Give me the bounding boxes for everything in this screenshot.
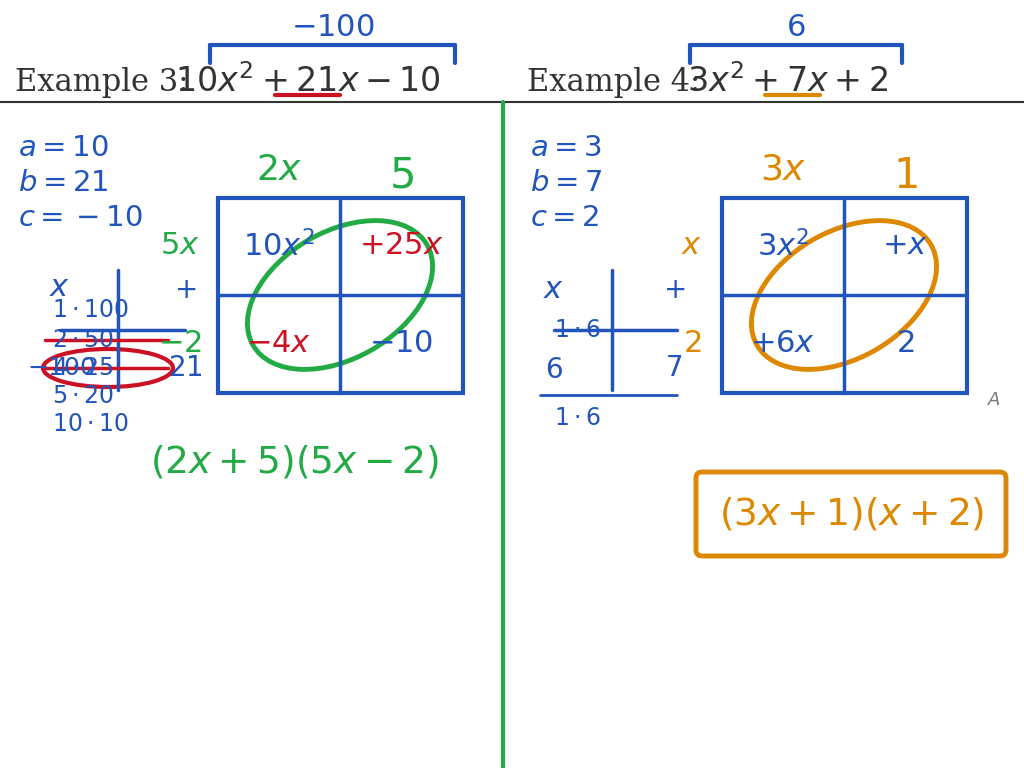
Text: $c=-10$: $c=-10$ — [18, 204, 142, 232]
Text: $1 \cdot 6$: $1 \cdot 6$ — [554, 406, 601, 430]
Text: $4 \cdot 25$: $4 \cdot 25$ — [52, 356, 114, 380]
Text: Example 3:: Example 3: — [15, 67, 188, 98]
Text: $2$: $2$ — [896, 329, 914, 359]
Text: $5 \cdot 20$: $5 \cdot 20$ — [52, 384, 114, 408]
Text: $5x$: $5x$ — [160, 231, 200, 260]
Text: $-100$: $-100$ — [291, 12, 375, 41]
Text: $-4x$: $-4x$ — [247, 329, 311, 359]
Text: $-100$: $-100$ — [28, 356, 96, 380]
Text: $2 \cdot 50$: $2 \cdot 50$ — [52, 328, 114, 352]
Text: $-2$: $-2$ — [158, 329, 202, 359]
Text: $2$: $2$ — [683, 329, 701, 359]
Text: $(3x+1)(x+2)$: $(3x+1)(x+2)$ — [719, 495, 985, 532]
Text: $1 \cdot 100$: $1 \cdot 100$ — [52, 298, 129, 322]
Text: $b=21$: $b=21$ — [18, 169, 109, 197]
Text: $x$: $x$ — [544, 276, 564, 304]
Text: $5$: $5$ — [388, 155, 414, 197]
Text: $+$: $+$ — [174, 276, 197, 304]
Text: $10x^2$: $10x^2$ — [243, 230, 314, 262]
Text: $a=3$: $a=3$ — [530, 134, 602, 162]
Text: $1$: $1$ — [893, 155, 918, 197]
Bar — [722, 198, 967, 393]
Text: $+x$: $+x$ — [882, 231, 928, 260]
Text: $\mathit{A}$: $\mathit{A}$ — [987, 391, 1001, 409]
Text: $10 \cdot 10$: $10 \cdot 10$ — [52, 412, 129, 436]
Text: $6$: $6$ — [786, 12, 806, 41]
Bar — [218, 198, 463, 393]
Text: $10x^2 + 21x - 10$: $10x^2 + 21x - 10$ — [175, 65, 441, 99]
Text: $a=10$: $a=10$ — [18, 134, 109, 162]
Text: $21$: $21$ — [168, 354, 203, 382]
Text: $6$: $6$ — [545, 356, 563, 384]
Text: $+25x$: $+25x$ — [358, 231, 443, 260]
Text: $x$: $x$ — [49, 273, 71, 303]
Text: $c=2$: $c=2$ — [530, 204, 599, 232]
Text: $7$: $7$ — [666, 354, 683, 382]
Text: $1 \cdot 6$: $1 \cdot 6$ — [554, 318, 601, 342]
Text: $3x$: $3x$ — [760, 153, 806, 187]
Text: $2x$: $2x$ — [256, 153, 302, 187]
Text: $b=7$: $b=7$ — [530, 169, 602, 197]
Text: $(2x+5)(5x-2)$: $(2x+5)(5x-2)$ — [151, 443, 439, 481]
Text: $-10$: $-10$ — [369, 329, 433, 359]
Text: Example 4:: Example 4: — [527, 67, 700, 98]
Text: $+6x$: $+6x$ — [751, 329, 816, 359]
Text: $x$: $x$ — [681, 231, 702, 260]
Text: $3x^2$: $3x^2$ — [757, 230, 809, 262]
Text: $3x^2 + 7x + 2$: $3x^2 + 7x + 2$ — [687, 65, 888, 99]
Text: $+$: $+$ — [663, 276, 685, 304]
